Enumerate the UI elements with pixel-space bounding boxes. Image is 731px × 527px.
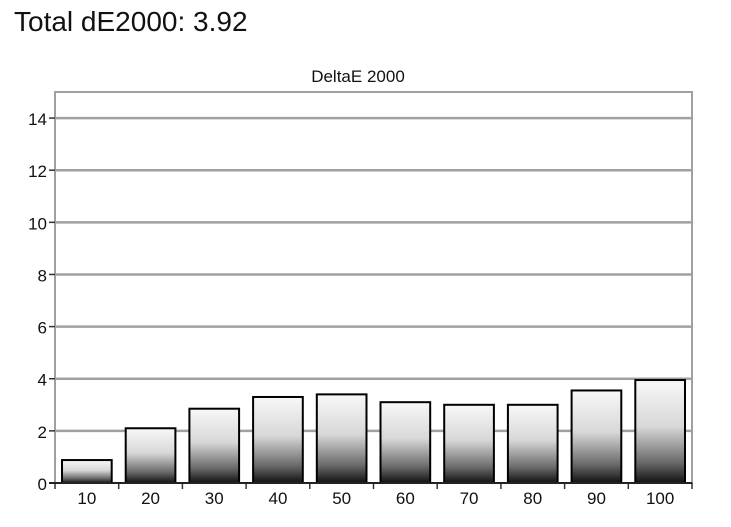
x-tick-label: 60 xyxy=(396,489,415,508)
bar-60 xyxy=(379,401,432,484)
y-tick-label: 12 xyxy=(28,162,47,181)
page-title: Total dE2000: 3.92 xyxy=(14,6,248,37)
x-tick-label: 20 xyxy=(141,489,160,508)
bar-20 xyxy=(124,427,177,485)
x-tick-label: 80 xyxy=(523,489,542,508)
bar-40 xyxy=(252,395,304,485)
bar-80 xyxy=(506,403,559,484)
y-tick-label: 8 xyxy=(38,266,47,285)
bar-50 xyxy=(315,393,368,484)
chart-title: DeltaE 2000 xyxy=(311,67,405,86)
y-tick-label: 14 xyxy=(28,110,47,129)
y-tick-label: 6 xyxy=(38,319,47,338)
bar-10 xyxy=(61,459,113,485)
y-tick-label: 0 xyxy=(38,475,47,494)
bar-90 xyxy=(570,389,623,485)
x-tick-label: 50 xyxy=(332,489,351,508)
bar-70 xyxy=(443,403,495,484)
axes: 0 2 4 6 8 10 12 14 10 20 30 40 50 60 70 80 90 100 xyxy=(28,110,693,508)
bar-30 xyxy=(188,407,241,484)
x-tick-label: 70 xyxy=(460,489,479,508)
x-tick-label: 10 xyxy=(77,489,96,508)
x-tick-label: 100 xyxy=(646,489,674,508)
y-tick-label: 4 xyxy=(38,371,47,390)
x-tick-label: 30 xyxy=(205,489,224,508)
x-tick-label: 90 xyxy=(587,489,606,508)
y-tick-label: 2 xyxy=(38,423,47,442)
y-tick-label: 10 xyxy=(28,214,47,233)
x-tick-label: 40 xyxy=(268,489,287,508)
bar-100 xyxy=(634,379,686,484)
